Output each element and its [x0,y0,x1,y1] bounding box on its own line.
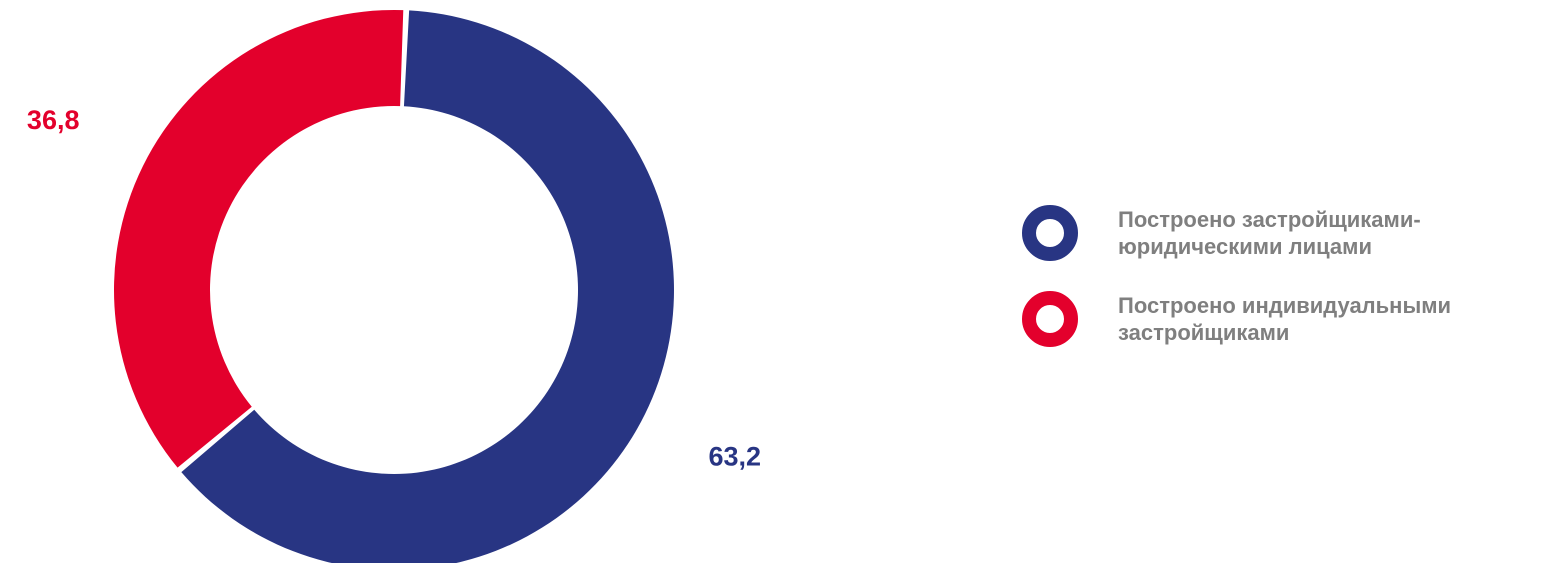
data-label-individual: 36,8 [27,105,80,135]
data-label-legal-entities: 63,2 [709,441,762,471]
legend-label-legal-entities: Построено застройщиками-юридическими лиц… [1118,207,1421,259]
legend-label-individual: Построено индивидуальными застройщиками [1118,293,1452,345]
data-labels: 63,2 36,8 [27,105,761,471]
legend: Построено застройщиками-юридическими лиц… [1022,205,1562,377]
donut-slices [113,10,674,563]
legend-item-individual: Построено индивидуальными застройщиками [1022,291,1562,347]
legend-marker-legal-entities [1022,205,1078,261]
legend-marker-individual [1022,291,1078,347]
legend-item-legal-entities: Построено застройщиками-юридическими лиц… [1022,205,1562,261]
slice-legal-entities [181,10,674,563]
slice-individual [113,10,404,468]
